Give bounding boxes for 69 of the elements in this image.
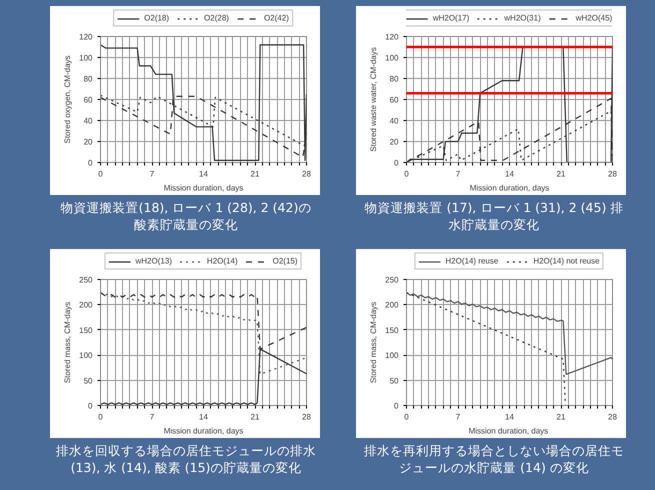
y-tick-label: 40 [84, 116, 94, 126]
y-axis-title: Stored mass, CM-days [369, 302, 378, 384]
y-tick-label: 100 [385, 351, 400, 360]
y-tick-label: 60 [390, 96, 400, 104]
y-tick-label: 150 [79, 326, 94, 335]
y-tick-label: 0 [88, 402, 94, 410]
x-tick-label: 0 [404, 170, 410, 178]
y-axis-title: Stored mass, CM-days [63, 302, 72, 384]
text: 物資運搬装置 (17), ローバ 1 (31), 2 (45) 排水貯蔵量の変化 [364, 200, 624, 234]
x-tick-label: 28 [302, 412, 312, 422]
x-tick-label: 7 [456, 170, 461, 178]
y-tick-label: 80 [84, 74, 94, 84]
legend-label: wH2O(45) [576, 14, 612, 22]
x-tick-label: 7 [150, 412, 155, 422]
y-tick-label: 40 [390, 116, 400, 126]
legend-label: wH2O(13) [135, 256, 172, 266]
y-tick-label: 100 [385, 54, 400, 62]
y-axis-title: Stored waste water, CM-days [369, 47, 378, 152]
x-tick-label: 21 [556, 170, 566, 178]
text: 排水を回収する場合の居住モジュールの排水 (13), 水 (14), 酸素 (15)の貯蔵量の変化 [55, 443, 317, 477]
x-tick-label: 0 [98, 412, 104, 422]
x-tick-label: 0 [98, 170, 104, 178]
legend-label: O2(15) [272, 256, 298, 266]
legend-label: O2(18) [144, 14, 170, 22]
x-tick-label: 14 [505, 412, 514, 422]
y-tick-label: 120 [79, 32, 94, 42]
x-tick-label: 21 [250, 412, 260, 422]
text: 物資運搬装置(18), ローバ 1 (28), 2 (42)の酸素貯蔵量の変化 [60, 200, 312, 234]
x-tick-label: 14 [199, 412, 208, 422]
x-axis-title: Mission duration, days [164, 426, 244, 436]
x-tick-label: 0 [404, 412, 410, 422]
x-tick-label: 28 [608, 412, 618, 422]
x-axis-title: Mission duration, days [164, 184, 244, 192]
y-tick-label: 250 [79, 276, 94, 284]
y-tick-label: 120 [385, 32, 400, 42]
y-tick-label: 250 [385, 276, 400, 284]
y-axis-title: Stored oxygen, CM-days [63, 55, 72, 144]
legend-label: O2(42) [264, 14, 289, 22]
y-tick-label: 0 [394, 158, 400, 168]
x-tick-label: 7 [456, 412, 461, 422]
y-tick-label: 20 [84, 138, 94, 146]
y-tick-label: 100 [79, 54, 94, 62]
y-tick-label: 200 [385, 300, 400, 310]
legend-label: O2(28) [204, 14, 229, 22]
legend-label: H2O(14) reuse [445, 256, 498, 266]
y-tick-label: 60 [84, 96, 94, 104]
x-tick-label: 21 [556, 412, 566, 422]
x-tick-label: 28 [302, 170, 312, 178]
text: 排水を再利用する場合としない場合の居住モジュールの水貯蔵量 (14) の変化 [363, 443, 625, 477]
x-tick-label: 14 [199, 170, 208, 178]
y-tick-label: 20 [390, 138, 400, 146]
y-tick-label: 50 [390, 376, 400, 386]
y-tick-label: 0 [88, 158, 94, 168]
y-tick-label: 50 [84, 376, 94, 386]
x-tick-label: 7 [150, 170, 155, 178]
y-tick-label: 100 [79, 351, 94, 360]
x-axis-title: Mission duration, days [470, 184, 550, 192]
x-axis-title: Mission duration, days [468, 426, 548, 436]
x-tick-label: 21 [250, 170, 260, 178]
y-tick-label: 150 [385, 326, 400, 335]
legend-label: wH2O(17) [432, 14, 470, 22]
legend-label: H2O(14) [206, 256, 238, 266]
y-tick-label: 80 [390, 74, 400, 84]
legend-label: wH2O(31) [504, 14, 541, 22]
x-tick-label: 14 [505, 170, 514, 178]
legend-label: H2O(14) not reuse [533, 256, 600, 266]
y-tick-label: 0 [394, 402, 400, 410]
y-tick-label: 200 [79, 300, 94, 310]
x-tick-label: 28 [608, 170, 618, 178]
